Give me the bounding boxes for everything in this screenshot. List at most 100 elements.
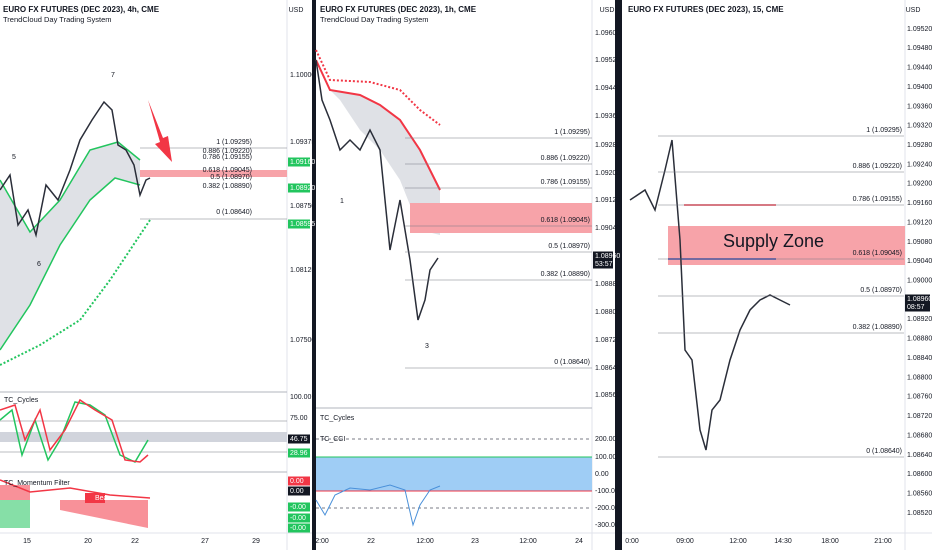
time-label: 22 (367, 538, 375, 545)
indicator-tag-label: -0.00 (290, 504, 306, 511)
currency: USD (289, 7, 304, 14)
cci-line (315, 484, 441, 527)
indicator-tag (288, 502, 310, 512)
fib-label: 1 (1.09295) (216, 139, 252, 146)
fib-label: 0.786 (1.09155) (541, 179, 590, 186)
price-tag-label: 1.08595 (290, 221, 315, 228)
indicator-tag-label: -0.00 (290, 525, 306, 532)
indicator-tag-label: 0.00 (290, 478, 304, 485)
fib-label: 0.382 (1.08890) (853, 324, 902, 331)
price-label: 1.09375 (290, 139, 315, 146)
price-label: 1.10000 (290, 72, 315, 79)
price-tag (905, 294, 930, 304)
price-label: 1.08560 (595, 392, 620, 399)
price-label: 1.08920 (907, 316, 932, 323)
fib-label: 1 (1.09295) (554, 129, 590, 136)
band (0, 432, 287, 442)
zone (410, 203, 592, 233)
price-label: 1.08880 (595, 281, 620, 288)
price-tag (288, 219, 310, 229)
momentum-hist (0, 485, 148, 528)
bear-tag (85, 493, 105, 503)
cloud-edge (0, 177, 141, 351)
time-label: 12:00 (519, 538, 537, 545)
price-label: 1.09080 (907, 239, 932, 246)
fib-label: 0.786 (1.09155) (853, 196, 902, 203)
price-label: 1.09440 (595, 85, 620, 92)
cloud (330, 90, 440, 235)
price-label: 1.08520 (907, 510, 932, 517)
wave-label: 6 (37, 261, 41, 268)
fib-label: 0.618 (1.09045) (853, 250, 902, 257)
indicator-axis-label: -300.00 (595, 522, 619, 529)
currency: USD (906, 7, 921, 14)
fib-label: 0.886 (1.09220) (203, 148, 252, 155)
time-label: 24 (575, 538, 583, 545)
indicator-tag (288, 513, 310, 523)
fib-label: 0.886 (1.09220) (853, 163, 902, 170)
cycle-line (0, 401, 149, 463)
time-label: 12:00 (729, 538, 747, 545)
indicator-tag (288, 486, 310, 496)
indicator-tag-label: 46.75 (290, 436, 308, 443)
time-label: 22 (131, 538, 139, 545)
price-label: 1.09040 (595, 225, 620, 232)
fib-label: 0.886 (1.09220) (541, 155, 590, 162)
price-label: 1.08880 (907, 336, 932, 343)
indicator-tag (288, 476, 310, 486)
cci-band (316, 457, 592, 491)
divider (615, 0, 622, 550)
price-label: 1.09120 (595, 197, 620, 204)
momentum-hist (0, 500, 30, 528)
price-tag (593, 259, 613, 269)
time-label: 21:00 (874, 538, 892, 545)
fib-label: 0.618 (1.09045) (203, 167, 252, 174)
price-label: 1.09120 (907, 219, 932, 226)
wave-label: 7 (111, 72, 115, 79)
fib-label: 0.5 (1.08970) (210, 174, 252, 181)
indicator-tag-label: 28.96 (290, 450, 308, 457)
price-label: 1.08600 (907, 471, 932, 478)
price-label: 1.09280 (595, 142, 620, 149)
indicator-tag (288, 448, 310, 458)
price-path (0, 100, 151, 238)
panel-title: EURO FX FUTURES (DEC 2023), 4h, CME (3, 5, 160, 14)
price-label: 1.08840 (907, 355, 932, 362)
indicator-tag-label: 0.00 (290, 488, 304, 495)
fib-label: 1 (1.09295) (866, 127, 902, 134)
indicator-tag-label: -0.00 (290, 515, 306, 522)
price-label: 1.09520 (907, 26, 932, 33)
fib-label: 0.5 (1.08970) (860, 287, 902, 294)
price-label: 1.09240 (907, 161, 932, 168)
fib-label: 0.5 (1.08970) (548, 243, 590, 250)
price-label: 1.09360 (907, 103, 932, 110)
wave-label: 5 (12, 154, 16, 161)
price-tag-label: 53:57 (595, 261, 613, 268)
time-label: 2:00 (315, 538, 329, 545)
price-label: 1.09280 (907, 142, 932, 149)
divider (312, 0, 316, 550)
price-tag-label: 1.09160 (290, 159, 315, 166)
fib-label: 0 (1.08640) (866, 448, 902, 455)
fib-label: 0.618 (1.09045) (541, 217, 590, 224)
indicator-axis-label: 100.00 (290, 394, 312, 401)
fib-label: 0.382 (1.08890) (203, 183, 252, 190)
price-label: 1.08750 (290, 203, 315, 210)
price-label: 1.09600 (595, 30, 620, 37)
price-path (315, 59, 439, 321)
price-label: 1.08720 (595, 337, 620, 344)
price-label: 1.09000 (907, 278, 932, 285)
indicator-tag (288, 434, 310, 444)
price-label: 1.08560 (907, 490, 932, 497)
wave-label: 3 (425, 343, 429, 350)
panel-subtitle: TrendCloud Day Trading System (3, 15, 112, 24)
price-label: 1.08640 (907, 452, 932, 459)
price-label: 1.09160 (907, 200, 932, 207)
zone-label: Supply Zone (723, 231, 824, 251)
time-label: 27 (201, 538, 209, 545)
price-path (629, 139, 791, 451)
time-label: 18:00 (821, 538, 839, 545)
price-tag (288, 157, 310, 167)
price-label: 1.09320 (907, 123, 932, 130)
